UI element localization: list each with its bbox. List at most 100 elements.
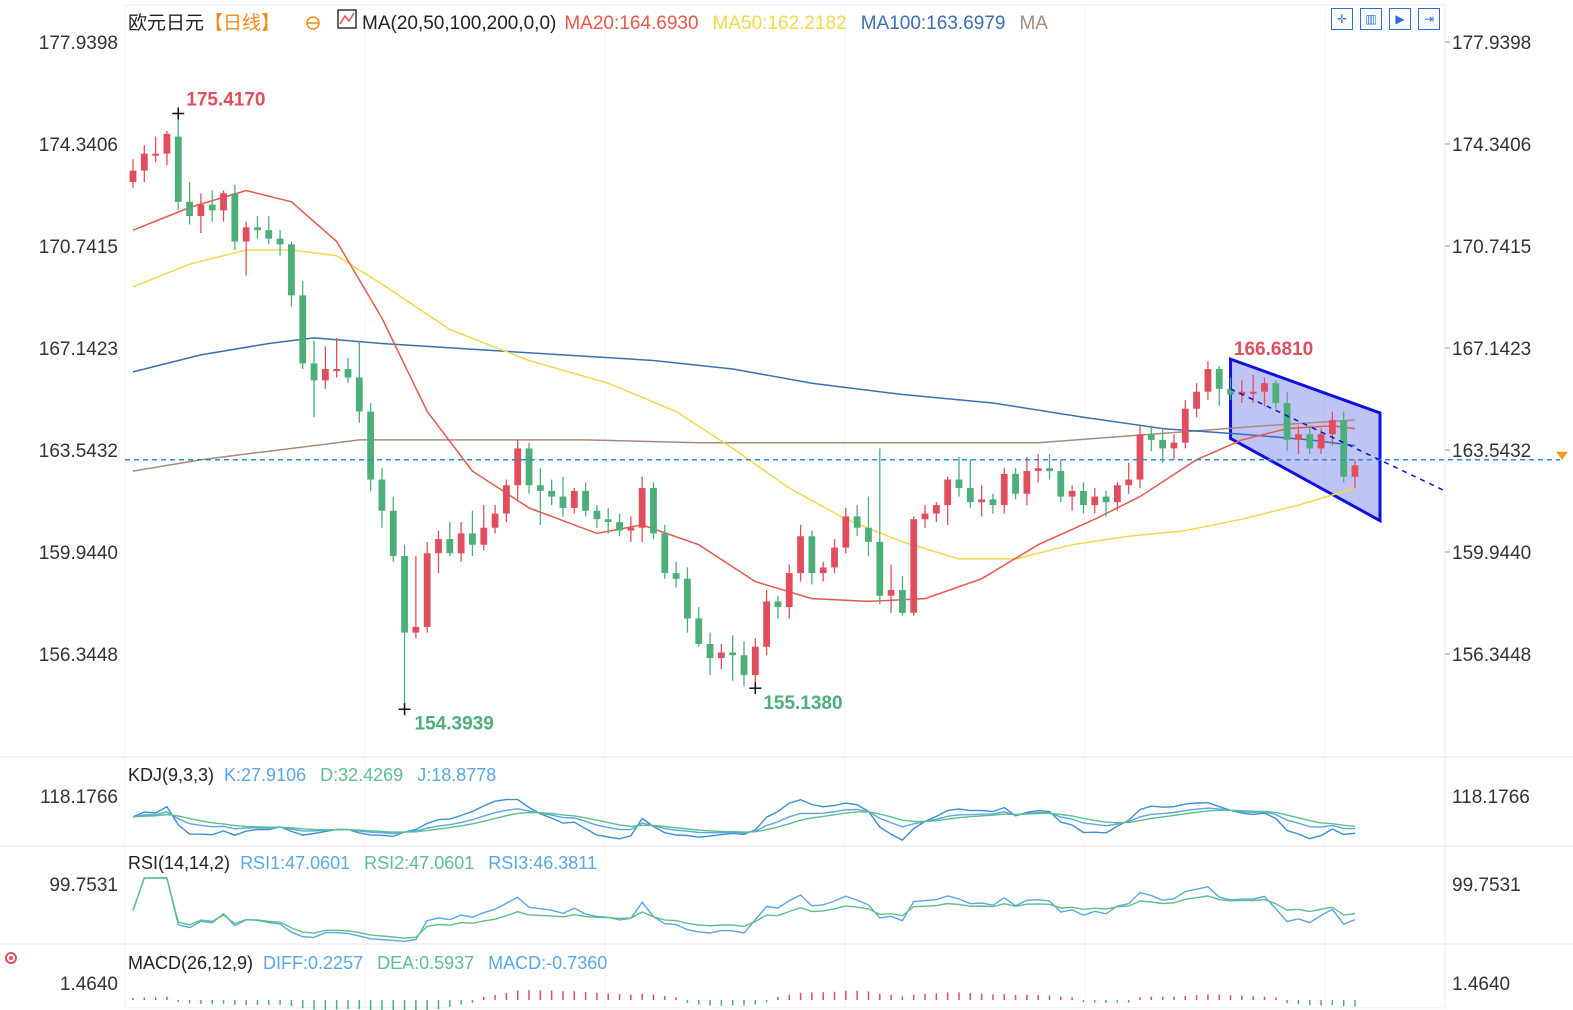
candle-body [480,527,488,545]
candle-body [389,510,397,557]
candle-body [469,533,476,545]
candle-body [1102,496,1110,503]
kdj-k: K:27.9106 [224,765,306,785]
grid [0,4,1573,1009]
kdj-label: KDJ(9,3,3) [128,765,214,785]
ma-params: MA(20,50,100,200,0,0) [362,13,556,34]
candle-body [1306,434,1314,449]
extreme-marks [172,107,762,716]
candle-body [367,411,375,480]
candle-body [978,499,986,503]
candle-body [785,573,793,608]
candle-body [525,448,533,486]
candle-body [299,295,307,364]
candle-body [717,652,725,659]
candle-body [265,230,273,239]
y-axis-left: 177.9398 174.3406 170.7415 167.1423 163.5432… [39,33,118,666]
candle-body [1340,420,1348,477]
candle-body [1113,485,1121,503]
kdj-lines [132,798,1356,841]
indicator-settings-icon[interactable] [337,9,357,29]
candle-body [435,539,442,554]
rsi-2: RSI2:47.0601 [364,853,474,873]
candle-body [1125,479,1133,486]
candle-body [344,369,352,378]
candle-body [333,369,341,372]
candle-body [457,533,465,554]
candle-body [616,522,623,531]
y-axis-right: 177.9398 174.3406 170.7415 167.1423 163.5432… [1452,33,1531,666]
kdj-y-tick-right: 118.1766 [1452,787,1530,808]
candle-body [593,510,601,520]
kdj-d: D:32.4269 [320,765,403,785]
candle-body [899,590,906,613]
settings-gear-icon[interactable] [5,952,17,964]
y-tick-left: 170.7415 [39,237,118,258]
candle-body [729,652,737,656]
macd-label: MACD(26,12,9) [128,953,253,973]
candle-body [1080,490,1087,506]
candle-body [1046,468,1053,472]
candle-body [763,601,771,647]
candle-body [446,539,454,554]
y-tick-right: 163.5432 [1452,441,1531,462]
rsi-y-tick-right: 99.7531 [1452,875,1521,896]
candle-body [1295,434,1302,440]
candle-body [502,485,510,514]
candle-body [887,590,895,596]
y-tick-right: 156.3448 [1452,645,1531,666]
rsi-1: RSI1:47.0601 [240,853,350,873]
current-price-marker-icon [1556,451,1568,460]
macd-diff: DIFF:0.2257 [263,953,363,973]
y-tick-right: 170.7415 [1452,237,1531,258]
candle-body [197,204,205,217]
kdj-y-tick-left: 118.1766 [40,787,118,808]
candle-body [1272,383,1280,404]
play-icon[interactable]: ▶ [1389,8,1411,30]
candle-body [1012,473,1019,494]
candle-body [423,553,431,627]
candle-body [570,490,578,508]
candle-body [921,513,929,520]
candle-body [163,133,171,154]
candle-body [853,516,861,528]
y-tick-right: 177.9398 [1452,33,1531,54]
candle-body [638,488,646,528]
ma200-value: MA [1019,13,1048,34]
candle-body [1193,391,1200,409]
candle-body [910,519,918,613]
candle-body [1317,434,1325,449]
low-label-2: 155.1380 [763,693,842,714]
period-label[interactable]: 【日线】 [204,12,280,34]
macd-histogram [132,990,1356,1010]
ma100-value: MA100:163.6979 [861,13,1006,34]
symbol-name: 欧元日元 [128,12,204,34]
low-label-1: 154.3939 [415,713,494,734]
candle-body [174,136,182,202]
candle-body [1147,434,1155,440]
candle-body [650,488,657,534]
rsi-3: RSI3:46.3811 [488,853,597,873]
candle-body [966,488,974,503]
rsi-lines [132,877,1356,943]
y-tick-right: 167.1423 [1452,339,1531,360]
candlestick-type-icon[interactable]: ▥ [1360,8,1382,30]
fullscreen-icon[interactable]: ⇥ [1418,8,1440,30]
candle-body [842,516,850,548]
candle-body [944,479,952,506]
candle-body [819,567,827,574]
y-tick-left: 163.5432 [39,441,118,462]
indicator-line [132,877,1356,939]
crosshair-icon[interactable]: ✛ [1331,8,1353,30]
candle-body [129,170,137,182]
candle-body [1068,490,1076,497]
candle-body [310,363,318,381]
y-tick-left: 167.1423 [39,339,118,360]
indicator-line [132,798,1356,841]
indicator-line [132,877,1356,943]
ma-legend: MA(20,50,100,200,0,0) MA20:164.6930 MA50:1… [362,13,1048,34]
candle-body [989,499,997,506]
header-line: 欧元日元【日线】 [128,12,280,34]
candle-body [661,533,669,574]
